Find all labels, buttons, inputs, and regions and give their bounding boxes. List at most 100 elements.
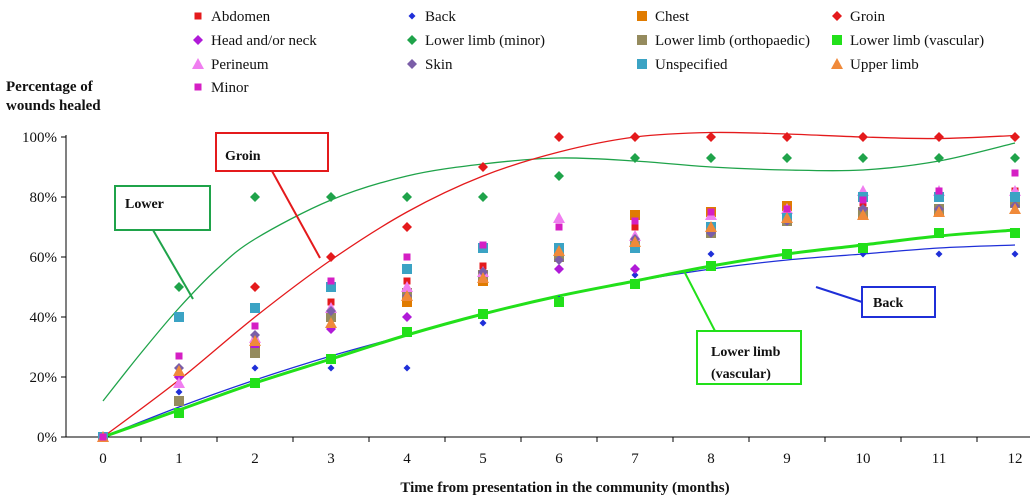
point-minor — [707, 208, 715, 216]
legend-label: Abdomen — [211, 9, 271, 25]
point-upper-limb — [249, 335, 261, 346]
point-groin — [554, 132, 564, 142]
legend-item-minor: Minor — [194, 80, 249, 96]
callout-back-pointer — [815, 286, 863, 303]
legend-label: Minor — [211, 80, 249, 96]
point-minor — [175, 352, 183, 360]
point-back — [1011, 250, 1019, 258]
point-minor — [859, 196, 867, 204]
point-unspecified — [174, 312, 184, 322]
point-perineum — [173, 377, 185, 388]
legend-item-chest: Chest — [637, 9, 690, 25]
point-upper-limb — [1009, 203, 1021, 214]
point-upper-limb — [781, 212, 793, 223]
point-upper-limb — [857, 209, 869, 220]
legend-marker-upper-limb — [831, 58, 843, 69]
callout-lower-limb-vascular-box — [696, 330, 802, 385]
point-lower-limb-vascular — [174, 408, 184, 418]
legend-label: Perineum — [211, 57, 269, 73]
legend-label: Skin — [425, 57, 453, 73]
callout-lower-label: Lower — [125, 197, 164, 212]
x-tick-label: 6 — [555, 451, 563, 467]
point-skin — [554, 255, 564, 265]
point-minor — [251, 322, 259, 330]
legend-label: Lower limb (vascular) — [850, 33, 984, 49]
point-lower-limb-vascular — [478, 309, 488, 319]
y-axis-title-line-2: wounds healed — [6, 98, 101, 114]
callout-lower-box — [114, 185, 211, 231]
point-unspecified — [934, 192, 944, 202]
point-lower-limb-vascular — [630, 279, 640, 289]
legend-label: Groin — [850, 9, 885, 25]
point-chest — [402, 297, 412, 307]
point-groin — [250, 282, 260, 292]
legend-label: Back — [425, 9, 456, 25]
callout-back-label: Back — [873, 296, 904, 311]
x-tick-label: 10 — [856, 451, 871, 467]
point-upper-limb — [477, 272, 489, 283]
point-lower-limb-minor — [250, 192, 260, 202]
x-tick-label: 5 — [479, 451, 487, 467]
y-tick-label: 40% — [30, 310, 58, 326]
callout-groin-pointer — [271, 170, 321, 259]
point-perineum — [401, 281, 413, 292]
legend-label: Upper limb — [850, 57, 919, 73]
point-lower-limb-minor — [934, 153, 944, 163]
point-back — [251, 364, 259, 372]
y-tick-label: 100% — [22, 130, 57, 146]
x-tick-label: 2 — [251, 451, 259, 467]
point-lower-limb-minor — [402, 192, 412, 202]
trendline-lower-limb-minor — [102, 142, 1016, 402]
point-groin — [326, 252, 336, 262]
point-unspecified — [630, 243, 640, 253]
point-lower-limb-orthopaedic — [250, 348, 260, 358]
point-groin — [478, 162, 488, 172]
point-perineum — [553, 212, 565, 223]
point-unspecified — [326, 282, 336, 292]
legend-marker-groin — [832, 11, 842, 21]
x-axis-title: Time from presentation in the community … — [400, 480, 729, 496]
point-abdomen — [631, 223, 639, 231]
x-tick-label: 7 — [631, 451, 639, 467]
point-lower-limb-vascular — [326, 354, 336, 364]
point-lower-limb-minor — [858, 153, 868, 163]
point-minor — [935, 187, 943, 195]
point-back — [327, 364, 335, 372]
point-unspecified — [1010, 192, 1020, 202]
point-lower-limb-minor — [630, 153, 640, 163]
point-groin — [934, 132, 944, 142]
point-lower-limb-minor — [1010, 153, 1020, 163]
point-minor — [783, 205, 791, 213]
point-back — [631, 271, 639, 279]
legend-item-skin: Skin — [407, 57, 453, 73]
legend-label: Unspecified — [655, 57, 728, 73]
point-minor — [1011, 169, 1019, 177]
callout-lower-limb-vascular-label: Lower limb — [711, 345, 781, 360]
x-tick-label: 3 — [327, 451, 335, 467]
legend-marker-back — [408, 12, 416, 20]
legend-marker-abdomen — [194, 12, 202, 20]
point-minor — [327, 277, 335, 285]
point-minor — [631, 217, 639, 225]
legend-marker-lower-limb-vascular — [832, 35, 842, 45]
point-head-and-or-neck — [402, 312, 412, 322]
point-lower-limb-vascular — [782, 249, 792, 259]
legend-item-perineum: Perineum — [192, 57, 269, 73]
callout-groin-box — [215, 132, 329, 172]
data-points — [97, 132, 1021, 442]
point-groin — [630, 132, 640, 142]
y-tick-label: 80% — [30, 190, 58, 206]
point-minor — [479, 241, 487, 249]
point-lower-limb-vascular — [554, 297, 564, 307]
callout-lower-limb-vascular-pointer — [683, 270, 716, 332]
legend-item-unspecified: Unspecified — [637, 57, 728, 73]
legend-marker-skin — [407, 59, 417, 69]
point-lower-limb-vascular — [250, 378, 260, 388]
point-back — [707, 250, 715, 258]
legend-label: Chest — [655, 9, 690, 25]
callouts: Groin Lower Back Lower limb (vascular) — [114, 132, 936, 385]
legend-marker-chest — [637, 11, 647, 21]
point-lower-limb-vascular — [858, 243, 868, 253]
legend-marker-lower-limb-minor — [407, 35, 417, 45]
point-upper-limb — [325, 317, 337, 328]
